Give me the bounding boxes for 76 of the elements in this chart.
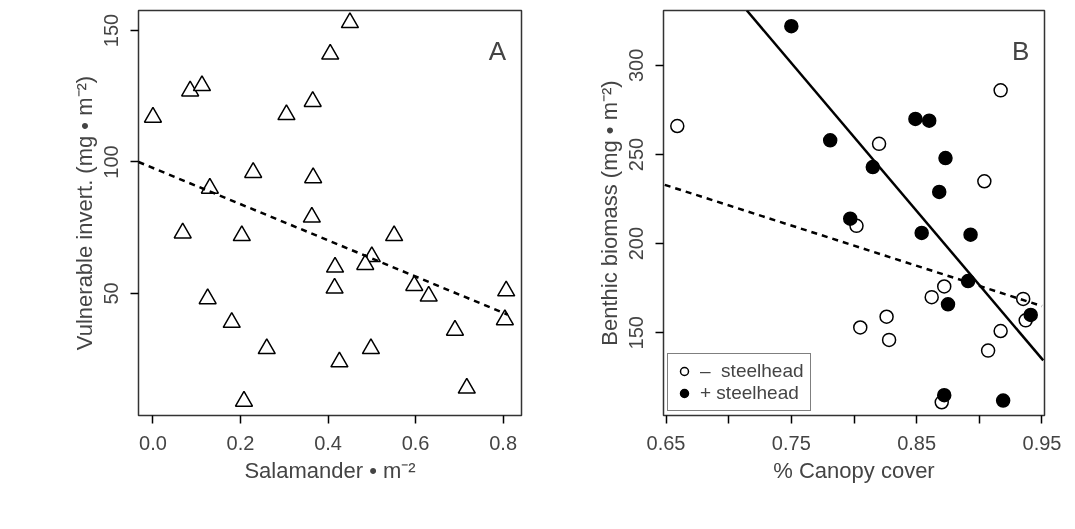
point — [302, 206, 322, 223]
point — [495, 309, 515, 326]
y-tick-label: 250 — [625, 137, 648, 172]
x-tick-label: 0.85 — [897, 431, 937, 454]
point — [192, 75, 212, 92]
legend-label: + steelhead — [700, 382, 799, 404]
x-tick-label: 0.8 — [489, 431, 518, 454]
point — [936, 387, 952, 403]
y-tick-label: 150 — [100, 13, 123, 48]
point — [325, 256, 345, 273]
point — [257, 338, 276, 355]
point — [320, 43, 340, 60]
x-tick-label: 0.2 — [226, 431, 255, 454]
point — [330, 351, 349, 368]
point — [871, 136, 887, 152]
point — [303, 167, 323, 184]
x-axis-title: Salamander • m⁻² — [244, 457, 416, 483]
point — [445, 319, 465, 336]
point — [936, 279, 952, 294]
x-tick-label: 0.95 — [1022, 431, 1062, 454]
point — [384, 225, 404, 242]
point — [963, 227, 978, 242]
x-tick-label: 0.65 — [646, 431, 686, 454]
point — [784, 18, 799, 34]
point — [277, 104, 296, 121]
point — [993, 323, 1008, 339]
point — [355, 253, 375, 271]
point — [921, 113, 937, 128]
point — [325, 277, 344, 294]
point — [938, 150, 953, 166]
point — [234, 390, 254, 407]
x-tick-label: 0.75 — [771, 431, 811, 454]
point — [222, 311, 241, 329]
point — [908, 111, 923, 127]
point — [1023, 307, 1038, 323]
point — [977, 174, 992, 189]
x-tick-label: 0.4 — [314, 431, 342, 454]
point — [940, 297, 956, 312]
point — [173, 222, 192, 239]
y-tick-label: 100 — [100, 145, 123, 179]
y-tick-label: 200 — [625, 226, 648, 261]
y-tick-label: 50 — [100, 282, 123, 305]
point — [670, 118, 685, 134]
point — [853, 320, 868, 335]
y-tick-label: 150 — [625, 316, 648, 350]
point — [340, 12, 360, 29]
point — [822, 133, 838, 148]
point — [881, 332, 897, 348]
point — [496, 280, 516, 297]
point — [180, 80, 200, 97]
point — [995, 393, 1011, 408]
point — [980, 343, 996, 358]
point — [243, 161, 263, 179]
point — [931, 184, 947, 200]
point — [842, 211, 858, 226]
point — [924, 289, 939, 305]
point — [143, 106, 163, 123]
point — [361, 338, 381, 355]
x-tick-label: 0.0 — [139, 431, 167, 454]
point — [993, 83, 1008, 98]
point — [879, 309, 894, 324]
point — [405, 275, 424, 292]
x-tick-label: 0.6 — [401, 431, 430, 454]
point — [198, 288, 217, 305]
annotation: A — [488, 36, 507, 66]
point — [419, 285, 438, 302]
point — [914, 225, 929, 241]
point — [232, 225, 252, 242]
annotation: B — [1011, 36, 1030, 66]
legend-label: – steelhead — [700, 360, 804, 382]
y-tick-label: 300 — [625, 48, 648, 83]
point — [303, 90, 322, 108]
point — [457, 377, 477, 394]
y-axis-title: Benthic biomass (mg • m⁻²) — [596, 80, 622, 346]
y-axis-title: Vulnerable invert. (mg • m⁻²) — [71, 75, 97, 351]
x-axis-title: % Canopy cover — [773, 457, 935, 483]
